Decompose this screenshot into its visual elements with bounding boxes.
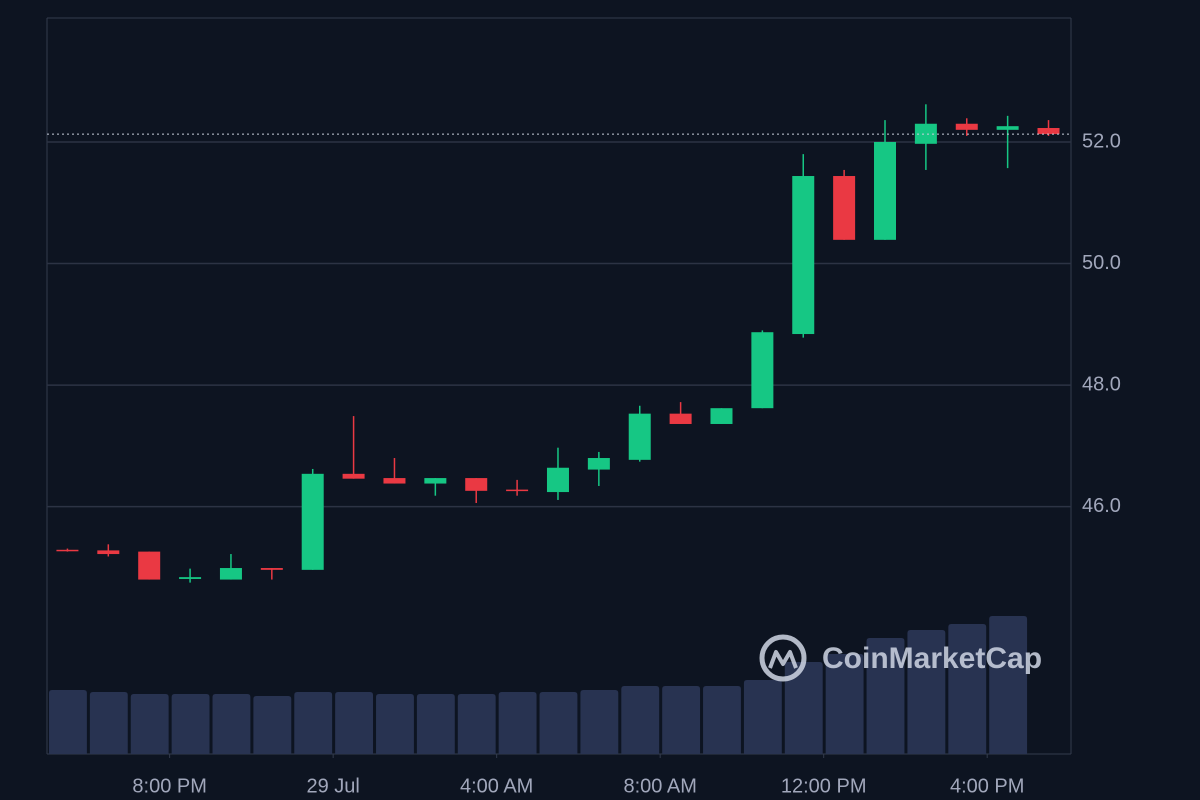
volume-bar <box>212 694 251 754</box>
volume-bar <box>498 692 537 754</box>
candle-body <box>833 176 856 240</box>
volume-bar <box>907 630 946 754</box>
candle-body <box>874 141 897 240</box>
candle-body <box>179 577 202 579</box>
candle-body <box>219 568 242 580</box>
volume-bar <box>989 616 1028 754</box>
volume-bar <box>89 692 128 754</box>
volume-bar <box>948 624 987 754</box>
candle-body <box>628 413 651 460</box>
candle-body <box>342 473 365 479</box>
candle-body <box>1037 128 1060 135</box>
candle-body <box>792 176 815 335</box>
volume-bar <box>416 694 455 754</box>
candle-body <box>546 467 569 493</box>
x-tick-label: 4:00 PM <box>950 775 1024 797</box>
volume-bar <box>335 692 374 754</box>
volume-bar <box>49 690 87 754</box>
candle-body <box>97 550 120 555</box>
volume-bar <box>253 696 292 754</box>
candle-body <box>424 478 447 484</box>
x-tick-label: 12:00 PM <box>781 775 867 797</box>
x-tick-label: 8:00 PM <box>132 775 206 797</box>
candle-body <box>955 123 978 130</box>
volume-bar <box>457 694 496 754</box>
volume-bar <box>866 638 905 754</box>
candle-body <box>914 123 937 144</box>
candle-body <box>56 549 79 552</box>
candle-body <box>587 458 610 470</box>
candle-body <box>710 408 733 424</box>
y-tick-label: 50.0 <box>1082 252 1121 274</box>
candle-body <box>301 473 324 570</box>
y-tick-label: 48.0 <box>1082 373 1121 395</box>
x-tick-label: 4:00 AM <box>460 775 533 797</box>
volume-bar <box>703 686 741 754</box>
y-tick-label: 46.0 <box>1082 495 1121 517</box>
volume-bar <box>294 692 333 754</box>
volume-bar <box>376 694 414 754</box>
volume-bar <box>784 662 823 754</box>
watermark-logo <box>759 634 807 682</box>
volume-bar <box>171 694 210 754</box>
candle-body <box>751 332 774 409</box>
volume-bar <box>130 694 169 754</box>
watermark: CoinMarketCap <box>822 642 1042 675</box>
candle-body <box>260 568 283 570</box>
volume-bar <box>621 686 660 754</box>
volume-bar <box>825 654 864 754</box>
candle-body <box>383 478 406 484</box>
candle-body <box>996 126 1019 130</box>
candle-body <box>669 413 692 424</box>
volume-bar <box>539 692 578 754</box>
volume-bar <box>743 680 782 754</box>
volume-bar <box>662 686 701 754</box>
candle-body <box>138 551 161 580</box>
y-tick-label: 52.0 <box>1082 130 1121 152</box>
x-tick-label: 29 Jul <box>306 775 359 797</box>
candle-body <box>465 478 488 491</box>
volume-bar <box>580 690 619 754</box>
x-tick-label: 8:00 AM <box>623 775 696 797</box>
candle-body <box>506 489 529 492</box>
